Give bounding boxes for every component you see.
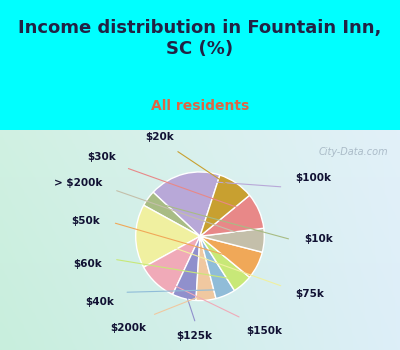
Wedge shape: [200, 228, 264, 252]
Wedge shape: [200, 236, 250, 290]
Text: $125k: $125k: [176, 331, 212, 341]
Text: All residents: All residents: [151, 99, 249, 113]
Text: $200k: $200k: [110, 323, 146, 333]
Text: City-Data.com: City-Data.com: [318, 147, 388, 157]
Wedge shape: [173, 236, 200, 300]
Wedge shape: [200, 195, 264, 236]
Wedge shape: [144, 236, 200, 294]
Text: $75k: $75k: [295, 289, 324, 300]
Text: $30k: $30k: [87, 152, 116, 162]
Text: > $200k: > $200k: [54, 178, 102, 188]
Wedge shape: [200, 175, 250, 236]
Text: $20k: $20k: [145, 132, 174, 142]
Text: $60k: $60k: [73, 259, 102, 269]
Text: $40k: $40k: [85, 297, 114, 307]
Wedge shape: [144, 192, 200, 236]
Text: $100k: $100k: [295, 173, 331, 183]
Wedge shape: [196, 236, 216, 301]
Text: $50k: $50k: [72, 216, 100, 226]
Wedge shape: [153, 172, 220, 236]
Text: $150k: $150k: [246, 326, 282, 336]
Wedge shape: [136, 205, 200, 267]
Wedge shape: [200, 236, 234, 299]
Text: $10k: $10k: [304, 234, 333, 244]
Text: Income distribution in Fountain Inn,
SC (%): Income distribution in Fountain Inn, SC …: [18, 20, 382, 58]
Wedge shape: [200, 236, 262, 277]
